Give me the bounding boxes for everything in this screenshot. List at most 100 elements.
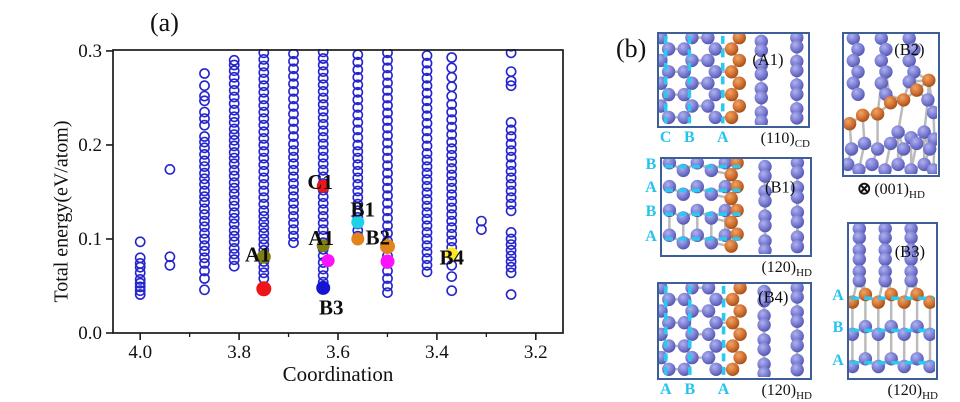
data-point [382,287,393,298]
data-point [258,67,270,78]
data-point [446,106,458,118]
data-point [288,131,299,142]
data-point [228,236,240,248]
purple-atom [677,339,692,353]
data-point [228,164,240,176]
data-point [228,54,240,66]
data-point [421,213,433,225]
purple-atom [878,264,892,279]
purple-atom [923,142,937,156]
data-point [228,140,240,152]
data-point [228,170,240,182]
orange-atom [910,83,924,97]
point-label-B2: B2 [366,226,391,250]
data-point [421,95,433,107]
purple-atom [757,284,771,299]
data-point [228,123,240,135]
orange-atom [725,339,740,353]
orange-atom [896,93,911,107]
data-point [505,124,517,136]
data-point [258,210,270,222]
data-point [258,159,270,171]
data-point [199,136,210,148]
data-point [352,109,364,121]
orange-atom [724,239,738,253]
data-point [317,138,329,150]
purple-atom [879,65,893,79]
data-point [258,146,270,157]
data-point [199,113,210,124]
data-point [228,188,240,200]
data-point [258,192,270,203]
data-point [382,100,393,111]
structure-panel-B1: (B1) [660,157,812,257]
data-point [421,87,433,99]
data-point [258,205,270,217]
purple-atom [904,243,918,257]
structure-id-label: (B2) [894,40,924,59]
data-point [505,233,517,245]
purple-atom [852,264,866,279]
x-tick-label: 3.8 [227,342,251,363]
data-point [421,207,433,219]
panel-a-label: (a) [150,8,179,37]
data-point [505,178,517,190]
layer-label-B3-B: B [832,319,844,337]
purple-atom [852,274,866,288]
purple-atom [757,366,771,378]
data-point [317,125,329,137]
data-point [317,270,329,281]
data-point [258,233,270,245]
structure-panel-B2: (B2) [842,32,940,177]
data-point [505,165,517,177]
data-point [421,80,433,92]
data-point [382,49,393,59]
data-point [228,91,240,103]
data-point [317,66,329,77]
data-point [228,207,240,219]
data-point [258,172,270,184]
purple-atom [857,136,872,151]
data-point [228,85,240,96]
x-tick-label: 3.2 [524,342,548,363]
data-point [228,59,240,71]
data-point [258,100,270,111]
purple-atom [754,114,768,126]
structure-panel-B3: (B3) [847,222,938,380]
caption-subscript: HD [796,390,812,402]
data-point [288,171,299,183]
data-point [382,107,393,119]
data-point [199,233,210,245]
purple-atom [708,110,722,125]
purple-atom [708,65,722,79]
y-axis-title: Total energy(eV/atom) [50,120,73,303]
data-point [421,132,433,144]
data-point [199,257,210,269]
data-point [199,90,210,102]
data-point [199,252,210,264]
data-point [421,161,433,172]
purple-atom [904,163,918,175]
data-point [288,217,299,229]
orange-atom [732,76,746,90]
layer-label-B1-A: A [645,227,657,245]
data-point [317,131,329,143]
data-point [288,108,299,120]
data-point [199,68,210,79]
data-point [446,114,458,125]
data-point [317,210,329,222]
data-point [352,64,364,76]
data-point [258,152,270,164]
orange-atom [922,73,936,87]
layer-label-B3-A: A [832,351,844,369]
purple-atom [677,362,692,376]
orange-atom [724,168,738,182]
data-point [505,117,517,128]
data-point [134,273,146,285]
purple-atom [790,230,805,244]
purple-atom [758,209,772,223]
purple-atom [790,40,804,54]
purple-atom [701,76,715,90]
data-point [421,233,433,245]
data-point [352,172,364,184]
